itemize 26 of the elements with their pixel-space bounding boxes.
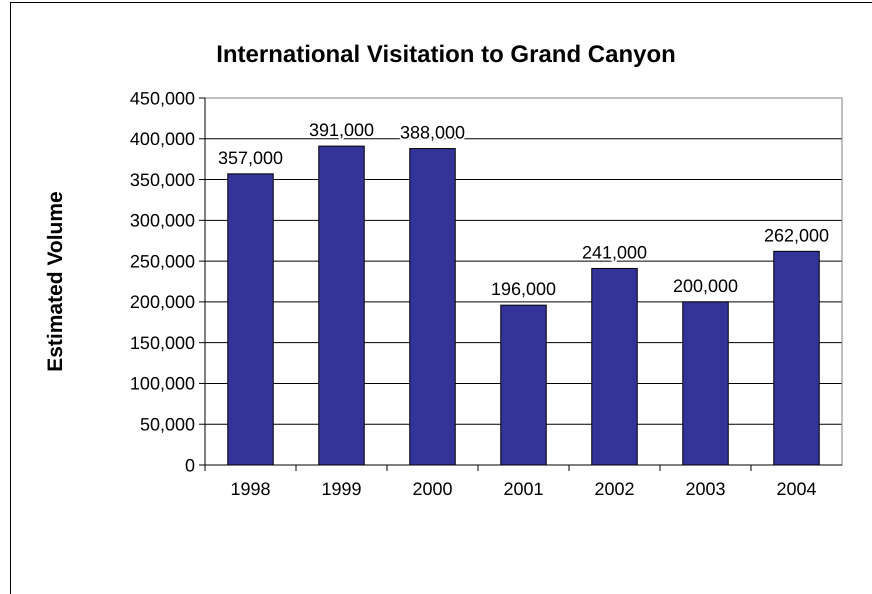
- y-tick-label: 100,000: [130, 374, 195, 394]
- y-tick-label: 450,000: [130, 88, 195, 108]
- x-tick-label: 2001: [503, 479, 544, 499]
- data-label: 241,000: [582, 242, 648, 262]
- y-tick-label: 150,000: [130, 332, 195, 353]
- y-tick-label: 250,000: [130, 251, 195, 272]
- chart-title: International Visitation to Grand Canyon: [216, 41, 676, 68]
- y-axis-title: Estimated Volume: [44, 191, 67, 372]
- x-tick-label: 2004: [776, 479, 817, 499]
- data-label: 200,000: [672, 276, 738, 296]
- data-label: 357,000: [218, 148, 284, 168]
- x-tick-label: 2002: [594, 479, 635, 499]
- x-tick-label: 1999: [321, 479, 362, 499]
- y-tick-label: 0: [184, 455, 195, 476]
- y-tick-label: 300,000: [130, 210, 195, 231]
- x-tick-label: 1998: [230, 479, 271, 499]
- x-tick-label: 2003: [685, 479, 726, 499]
- data-label: 388,000: [400, 122, 466, 143]
- y-tick-label: 200,000: [130, 292, 195, 312]
- y-tick-label: 350,000: [130, 170, 195, 190]
- data-label: 391,000: [308, 120, 374, 140]
- y-tick-label: 50,000: [140, 414, 195, 435]
- data-label: 196,000: [490, 279, 556, 300]
- x-tick-label: 2000: [412, 479, 453, 499]
- y-tick-label: 400,000: [130, 129, 195, 150]
- data-label: 262,000: [764, 225, 830, 246]
